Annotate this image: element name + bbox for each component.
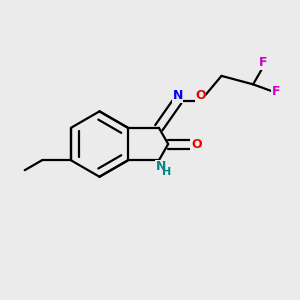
Text: F: F bbox=[259, 56, 267, 69]
Text: N: N bbox=[156, 160, 166, 173]
Text: O: O bbox=[195, 89, 206, 102]
Text: H: H bbox=[162, 167, 171, 177]
Text: F: F bbox=[272, 85, 281, 98]
Text: N: N bbox=[172, 89, 183, 102]
Text: O: O bbox=[191, 138, 202, 151]
